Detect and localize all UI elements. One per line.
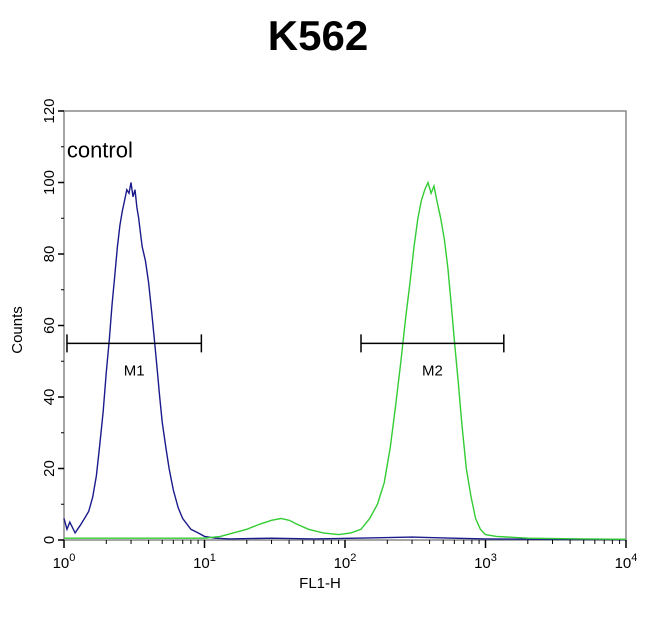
x-tick-exponent: 3 [491,552,497,564]
x-axis: 100 101 102 103 104 [53,540,638,572]
annotation-control: control [67,137,133,162]
series-line-1 [63,182,627,541]
x-tick-exponent: 2 [350,552,356,564]
plot-area: M1 M2 control [63,110,627,541]
gate-label: M2 [422,362,443,379]
x-tick-label: 104 [615,552,638,572]
y-tick-label: 0 [41,536,58,544]
y-tick-label: 20 [41,460,58,477]
x-tick-exponent: 1 [210,552,216,564]
y-axis-label: Counts [9,306,26,354]
x-tick-label: 100 [53,552,76,572]
plot-frame [63,110,627,541]
marker-layer: M1 M2 [66,334,505,379]
x-tick-label: 103 [474,552,497,572]
x-tick-exponent: 0 [69,552,75,564]
y-tick-label: 40 [41,389,58,406]
series-layer [63,180,627,541]
gate-m1: M1 [66,334,203,379]
series-line-2 [64,180,627,540]
chart-title: K562 [268,12,368,59]
x-tick-label: 102 [334,552,357,572]
y-tick-label: 120 [41,98,58,123]
gate-label: M1 [124,362,145,379]
y-tick-label: 60 [41,317,58,334]
x-tick-label: 101 [193,552,216,572]
x-tick-exponent: 4 [631,552,637,564]
y-axis: 0 20 40 60 80 100 120 [41,98,64,544]
x-axis-label: FL1-H [299,575,341,592]
annotation-layer: control [67,137,133,162]
gate-m2: M2 [360,334,505,379]
y-tick-label: 100 [41,170,58,195]
y-tick-label: 80 [41,246,58,263]
